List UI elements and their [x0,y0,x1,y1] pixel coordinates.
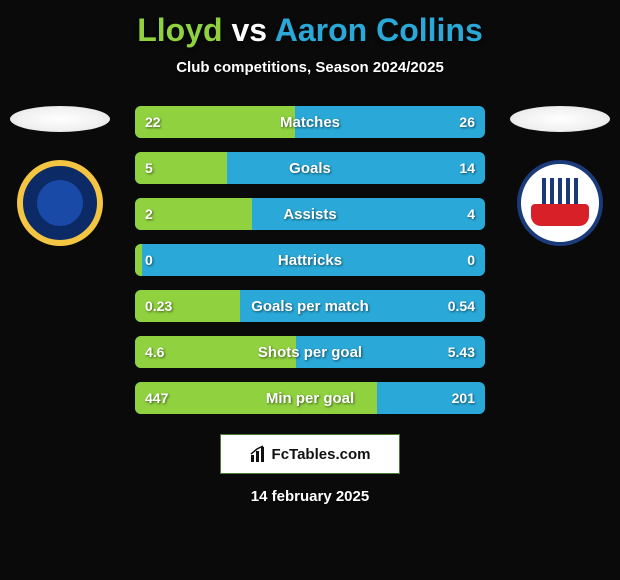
title-player2: Aaron Collins [275,12,483,48]
stat-row: Goals5 14 [135,152,485,184]
stat-label: Shots per goal [135,336,485,368]
chart-icon [250,445,268,463]
stat-bars: Matches22 26 Goals5 14 Assists2 4 Hattricks0 0 G… [135,106,485,414]
stat-row: Goals per match0.23 0.54 [135,290,485,322]
player-silhouette-left [10,106,110,132]
stat-value-left: 0.23 [135,290,182,322]
stat-value-left: 447 [135,382,178,414]
page-title: Lloyd vs Aaron Collins [0,0,620,49]
right-club-slot [510,106,610,246]
stat-value-right: 4 [457,198,485,230]
stat-label: Goals [135,152,485,184]
stat-value-right: 0.54 [438,290,485,322]
stat-label: Matches [135,106,485,138]
title-vs: vs [231,12,267,48]
title-player1: Lloyd [137,12,222,48]
stat-label: Hattricks [135,244,485,276]
stat-value-right: 201 [442,382,485,414]
stat-value-right: 5.43 [438,336,485,368]
stat-value-left: 0 [135,244,163,276]
site-label: FcTables.com [272,446,371,463]
stat-row: Matches22 26 [135,106,485,138]
club-crest-right [517,160,603,246]
comparison-panel: Matches22 26 Goals5 14 Assists2 4 Hattricks0 0 G… [0,106,620,414]
stat-row: Shots per goal4.6 5.43 [135,336,485,368]
left-club-slot [10,106,110,246]
stat-value-left: 22 [135,106,171,138]
site-logo: FcTables.com [220,434,400,474]
stat-value-right: 0 [457,244,485,276]
stat-value-right: 26 [449,106,485,138]
stat-value-right: 14 [449,152,485,184]
stat-label: Assists [135,198,485,230]
club-crest-left [17,160,103,246]
player-silhouette-right [510,106,610,132]
stat-row: Hattricks0 0 [135,244,485,276]
stat-value-left: 2 [135,198,163,230]
footer-date: 14 february 2025 [0,488,620,505]
stat-label: Goals per match [135,290,485,322]
stat-row: Min per goal447 201 [135,382,485,414]
stat-row: Assists2 4 [135,198,485,230]
subtitle: Club competitions, Season 2024/2025 [0,59,620,76]
stat-value-left: 4.6 [135,336,174,368]
stat-label: Min per goal [135,382,485,414]
stat-value-left: 5 [135,152,163,184]
